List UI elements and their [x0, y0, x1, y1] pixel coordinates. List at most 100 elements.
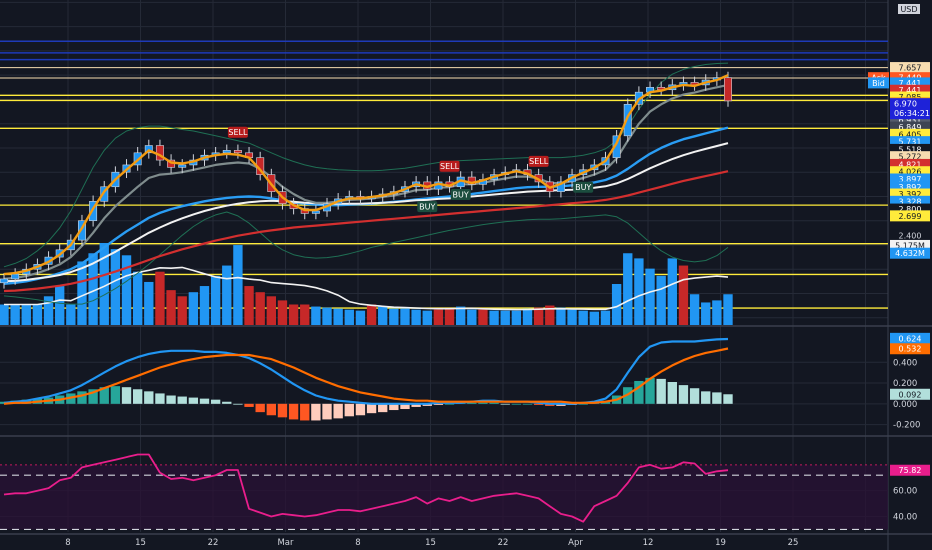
macd-pane[interactable] [0, 337, 733, 421]
candle [11, 273, 20, 280]
candle [144, 145, 153, 154]
volume-bar [32, 304, 43, 325]
signal-sell-label: SELL [529, 157, 549, 166]
macd-histogram-bar [400, 403, 410, 410]
volume-bar [489, 310, 499, 325]
macd-histogram-bar [645, 377, 655, 404]
volume-bar [43, 296, 54, 325]
price-label-box [890, 136, 930, 148]
signal-buy-label: BUY [419, 202, 435, 211]
volume-bar [378, 306, 388, 325]
volume-bar [701, 302, 711, 325]
price-label-box [890, 77, 930, 89]
macd-histogram-bar [188, 397, 199, 404]
price-label-text: 6.931 [899, 116, 922, 125]
volume-bar [0, 304, 9, 325]
price-pane[interactable]: SELL SELL SELL BUY BUY BUY [0, 40, 888, 325]
price-label: 6.405 [890, 128, 930, 140]
price-label: 6.849 [890, 121, 930, 133]
price-label-text: 3.392 [899, 190, 922, 199]
price-axis[interactable]: USD7.657Ask7.449Bid7.4417.4417.0856.9796… [868, 4, 930, 523]
candle [0, 278, 8, 284]
volume-bar [333, 308, 343, 325]
volume-bar [467, 309, 477, 325]
macd-histogram-bar [489, 402, 499, 404]
price-label-text: 5.175M [895, 241, 925, 250]
price-label-box [890, 166, 930, 178]
candle [178, 164, 187, 168]
price-label-text: 7.441 [899, 79, 922, 88]
currency-badge-box [898, 4, 920, 14]
volume-bar [723, 294, 733, 325]
price-label-box [890, 239, 930, 251]
time-axis-tick: 22 [208, 538, 219, 548]
volume-bar [210, 275, 221, 325]
macd-value-label: 0.532 [890, 343, 930, 355]
macd-histogram-bar [444, 403, 455, 405]
candle [89, 201, 98, 222]
volume-bar [55, 286, 65, 325]
macd-histogram-bar [121, 387, 132, 404]
price-label-box [890, 210, 930, 222]
macd-histogram-bar [288, 403, 299, 420]
price-label-box [890, 151, 930, 163]
volume-bar [199, 286, 210, 325]
macd-histogram-bar [578, 403, 588, 405]
volume-bar [277, 300, 288, 325]
volume-bar [21, 304, 31, 325]
macd-histogram-bar [99, 387, 109, 404]
volume-bar [455, 306, 466, 325]
price-label: 5.272 [890, 151, 930, 163]
candle [100, 186, 109, 202]
macd-histogram-bar [634, 380, 644, 404]
volume-bar [444, 308, 455, 325]
ma-white-line [3, 142, 729, 283]
volume-bar [678, 265, 689, 325]
macd-histogram-bar [177, 396, 187, 404]
time-axis[interactable]: 8 15 22 Mar 8 15 22 Apr 12 19 25 [65, 538, 798, 548]
signal-buy-box [573, 181, 594, 193]
candle [467, 176, 476, 185]
volume-bar [689, 294, 700, 325]
price-label-text: 5.731 [899, 138, 922, 147]
macd-histogram-bar [500, 403, 510, 405]
price-label: 3.392 [890, 188, 930, 200]
macd-histogram-bar [355, 403, 366, 416]
volume-bar [645, 268, 655, 325]
macd-histogram-bar [344, 403, 354, 417]
volume-bar [355, 310, 366, 325]
volume-bar [712, 300, 722, 325]
price-label-text: 3.892 [899, 183, 922, 192]
macd-histogram-bar [222, 401, 232, 404]
price-label-text: 2.800 [899, 205, 922, 214]
macd-histogram-bar [199, 398, 210, 404]
macd-histogram-bar [433, 403, 444, 405]
volume-bar [478, 309, 488, 325]
candle [77, 220, 86, 241]
volume-bar [411, 309, 421, 325]
price-label: 7.441 [890, 84, 930, 96]
volume-bar [233, 245, 243, 325]
signal-buy: BUY [417, 201, 438, 213]
macd-value-label: 0.624 [890, 332, 930, 344]
volume-bar [567, 309, 577, 325]
signal-sell-label: SELL [228, 128, 248, 137]
macd-signal-line [3, 347, 729, 405]
macd-histogram-bar [411, 403, 421, 407]
rsi-pane[interactable] [0, 453, 888, 531]
price-label: 5.175M [890, 239, 930, 251]
macd-histogram-bar [166, 395, 176, 404]
price-label-text: 6.849 [899, 123, 922, 132]
macd-histogram-bar [244, 403, 254, 407]
price-label-box [890, 114, 930, 126]
price-label: 6.931 [890, 114, 930, 126]
volume-bar [623, 253, 633, 325]
candle [556, 181, 565, 192]
macd-value-label-box [890, 343, 930, 355]
macd-value-label-box [890, 332, 930, 344]
volume-bar [132, 271, 143, 325]
volume-bar [99, 243, 109, 325]
volume-bar [400, 308, 410, 325]
volume-bar [433, 309, 444, 325]
